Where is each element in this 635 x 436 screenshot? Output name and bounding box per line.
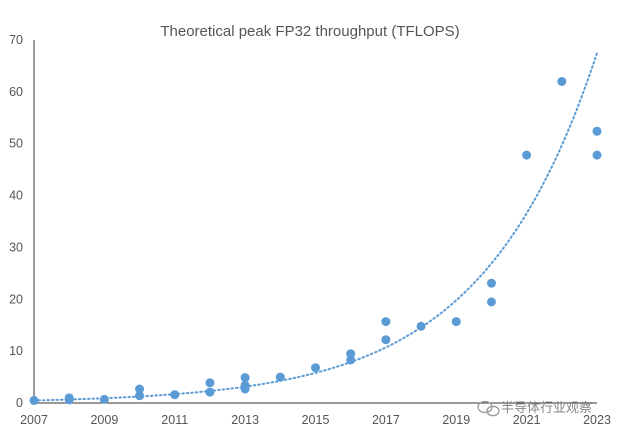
data-point — [275, 372, 285, 382]
data-point — [29, 395, 39, 405]
x-tick-label: 2017 — [372, 413, 400, 427]
exponential-trendline — [33, 52, 598, 402]
y-tick-label: 10 — [9, 344, 23, 358]
y-tick-label: 60 — [9, 85, 23, 99]
data-point — [346, 349, 356, 359]
x-tick-label: 2015 — [302, 413, 330, 427]
y-tick-label: 40 — [9, 189, 23, 203]
data-point — [486, 297, 496, 307]
x-tick-label: 2023 — [583, 413, 611, 427]
data-point — [205, 378, 215, 388]
y-tick-label: 30 — [9, 240, 23, 254]
chart-title: Theoretical peak FP32 throughput (TFLOPS… — [160, 23, 459, 40]
x-tick-label: 2009 — [90, 413, 118, 427]
x-tick-label: 2013 — [231, 413, 259, 427]
wechat-icon — [477, 400, 500, 417]
data-point — [557, 76, 567, 86]
data-point — [64, 393, 74, 403]
data-point — [381, 335, 391, 345]
y-tick-label: 70 — [9, 33, 23, 47]
x-tick-label: 2011 — [161, 413, 188, 427]
data-point — [451, 317, 461, 327]
data-point — [522, 150, 532, 160]
data-point — [592, 150, 602, 160]
data-point — [170, 390, 180, 400]
data-point — [135, 391, 145, 401]
data-point — [486, 278, 496, 288]
data-point — [135, 384, 145, 394]
data-point — [346, 355, 356, 365]
y-tick-label: 20 — [9, 292, 23, 306]
x-axis-ticks: 2007 2009 2011 2013 2015 2017 2019 2021 2023 — [20, 413, 611, 427]
data-point — [240, 373, 250, 383]
watermark: 半导体行业观察 — [477, 400, 592, 417]
data-point — [240, 380, 250, 390]
y-axis-ticks: 0 10 20 30 40 50 60 70 — [9, 33, 23, 410]
data-point — [311, 363, 320, 373]
data-points — [29, 76, 602, 405]
x-tick-label: 2007 — [20, 413, 48, 427]
data-point — [205, 387, 215, 397]
data-point — [416, 321, 426, 331]
y-tick-label: 0 — [16, 396, 23, 410]
data-point — [381, 317, 391, 327]
data-point — [99, 394, 109, 404]
y-tick-label: 50 — [9, 137, 23, 151]
watermark-text: 半导体行业观察 — [501, 401, 592, 416]
x-tick-label: 2019 — [442, 413, 470, 427]
x-tick-label: 2021 — [513, 413, 541, 427]
data-point — [592, 126, 602, 136]
